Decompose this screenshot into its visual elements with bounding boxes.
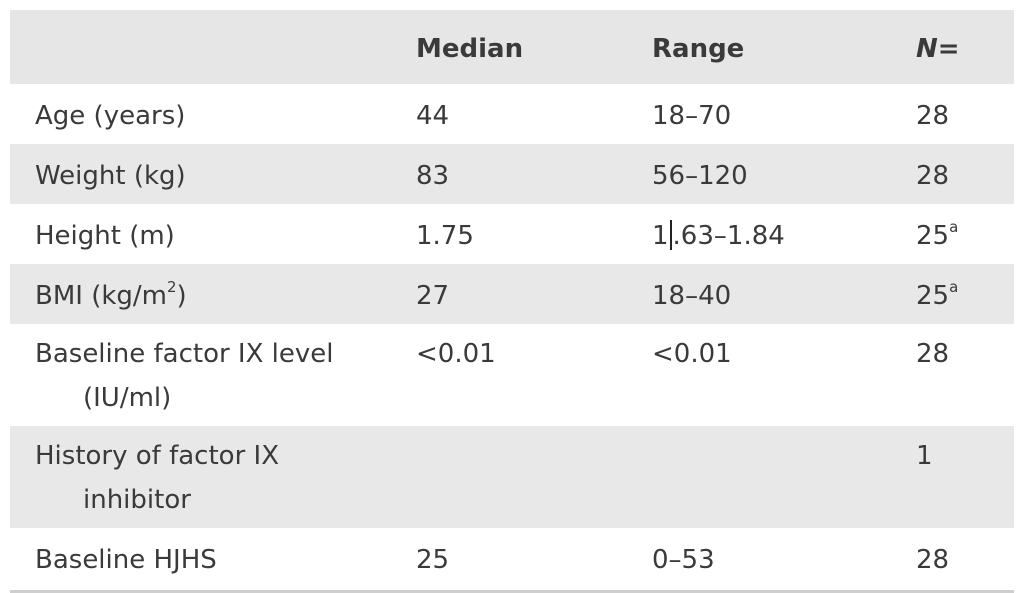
label-post: ) xyxy=(176,281,187,311)
row-label: Height (m) xyxy=(35,221,175,251)
row-label: BMI (kg/m2) xyxy=(10,264,416,324)
label-line1: History of factor IX xyxy=(35,441,280,471)
header-empty xyxy=(10,10,416,84)
label-pre: BMI (kg/m xyxy=(35,281,167,311)
row-label: Baseline factor IX level (IU/ml) xyxy=(10,324,416,426)
row-n: 25a xyxy=(916,204,1014,264)
label-line2: (IU/ml) xyxy=(83,383,172,413)
row-n: 28 xyxy=(916,161,950,191)
header-median: Median xyxy=(416,34,524,64)
n-value: 25 xyxy=(916,221,950,251)
range-pre: 1 xyxy=(652,221,669,251)
row-range: <0.01 xyxy=(652,339,732,369)
row-n: 1 xyxy=(916,441,933,471)
row-median: 44 xyxy=(416,101,450,131)
row-range: 18–70 xyxy=(652,101,732,131)
row-range: 0–53 xyxy=(652,545,715,575)
demographics-table: Median Range N= Age (years) 44 18–70 28 … xyxy=(10,10,1014,588)
row-median: 1.75 xyxy=(416,221,474,251)
row-label: Baseline HJHS xyxy=(35,545,217,575)
text-cursor-caret xyxy=(669,219,672,250)
row-n: 28 xyxy=(916,339,950,369)
table-row: Baseline factor IX level (IU/ml) <0.01 <0… xyxy=(10,324,1014,426)
header-n: N= xyxy=(916,10,1014,84)
row-range: 56–120 xyxy=(652,161,748,191)
row-range: 18–40 xyxy=(652,281,732,311)
header-row: Median Range N= xyxy=(10,10,1014,84)
header-n-text: N= xyxy=(916,34,960,64)
demographics-table-container: Median Range N= Age (years) 44 18–70 28 … xyxy=(10,10,1014,593)
label-superscript: 2 xyxy=(167,278,177,297)
footnote-marker: a xyxy=(949,278,959,297)
row-label: Age (years) xyxy=(35,101,186,131)
table-body: Age (years) 44 18–70 28 Weight (kg) 83 5… xyxy=(10,84,1014,588)
row-range: 1.63–1.84 xyxy=(652,204,916,264)
row-label: History of factor IX inhibitor xyxy=(10,426,416,528)
table-row: Age (years) 44 18–70 28 xyxy=(10,84,1014,144)
table-row: Baseline HJHS 25 0–53 28 xyxy=(10,528,1014,588)
row-range xyxy=(652,426,916,528)
row-n: 28 xyxy=(916,545,950,575)
row-median: <0.01 xyxy=(416,339,496,369)
row-median: 83 xyxy=(416,161,450,191)
table-row: BMI (kg/m2) 27 18–40 25a xyxy=(10,264,1014,324)
table-row: History of factor IX inhibitor 1 xyxy=(10,426,1014,528)
row-median: 25 xyxy=(416,545,450,575)
table-row: Weight (kg) 83 56–120 28 xyxy=(10,144,1014,204)
label-line2: inhibitor xyxy=(83,485,191,515)
row-n: 25a xyxy=(916,264,1014,324)
footnote-marker: a xyxy=(949,218,959,237)
row-median: 27 xyxy=(416,281,450,311)
row-n: 28 xyxy=(916,101,950,131)
row-label: Weight (kg) xyxy=(35,161,186,191)
header-range: Range xyxy=(652,34,745,64)
table-row: Height (m) 1.75 1.63–1.84 25a xyxy=(10,204,1014,264)
label-line1: Baseline factor IX level xyxy=(35,339,334,369)
row-median xyxy=(416,426,652,528)
range-post: .63–1.84 xyxy=(672,221,785,251)
table-header: Median Range N= xyxy=(10,10,1014,84)
n-value: 25 xyxy=(916,281,950,311)
